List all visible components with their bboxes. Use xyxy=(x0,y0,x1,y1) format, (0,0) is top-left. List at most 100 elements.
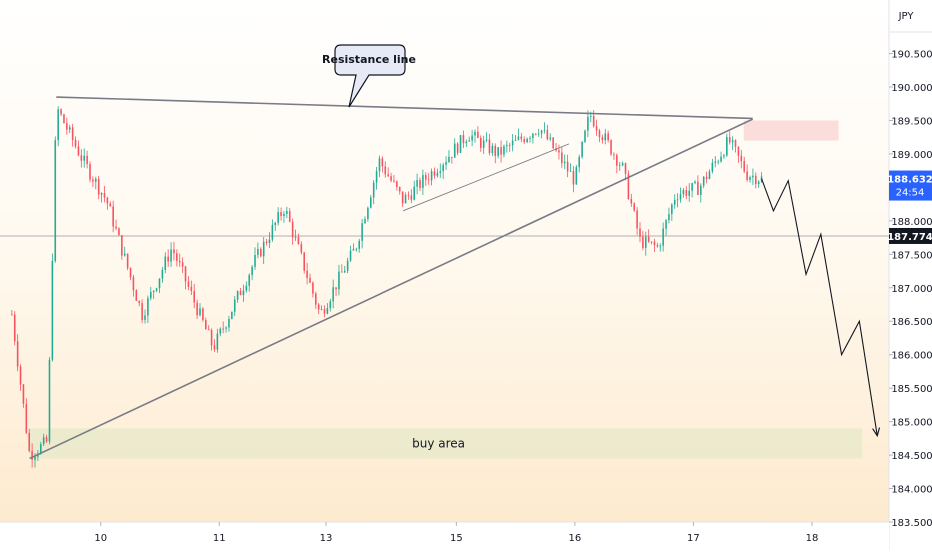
candle-body xyxy=(624,163,627,174)
candle-body xyxy=(312,282,314,294)
candle-body xyxy=(445,162,447,165)
candle-body xyxy=(685,190,688,196)
candle-body xyxy=(419,179,421,188)
resistance-callout[interactable]: Resistance line xyxy=(322,44,416,108)
candle-body xyxy=(309,277,311,283)
candle-body xyxy=(63,114,65,124)
candle-body xyxy=(644,236,647,248)
candle-body xyxy=(410,195,413,200)
candle-body xyxy=(589,115,592,117)
candle-body xyxy=(297,237,300,245)
candle-body xyxy=(740,155,743,162)
candle-body xyxy=(705,176,708,180)
candle-body xyxy=(74,139,77,147)
candles-group[interactable] xyxy=(11,106,763,468)
last-price-value: 188.632 xyxy=(887,175,932,186)
time-tick-label: 13 xyxy=(320,533,333,544)
candle-body xyxy=(170,249,172,262)
candle-body xyxy=(358,240,361,249)
candle-body xyxy=(508,145,511,146)
candle-body xyxy=(650,241,653,243)
support-trendline[interactable] xyxy=(29,118,754,460)
candle-body xyxy=(216,333,219,350)
candle-body xyxy=(274,222,277,226)
candle-body xyxy=(262,241,265,257)
candle-body xyxy=(676,199,679,201)
projection-path[interactable] xyxy=(761,178,878,435)
candle-body xyxy=(671,204,673,215)
candle-body xyxy=(561,152,563,164)
candle-body xyxy=(283,213,285,217)
candle-body xyxy=(205,320,207,330)
candle-body xyxy=(106,197,109,204)
candle-body xyxy=(717,161,719,163)
candle-body xyxy=(341,271,343,273)
candle-body xyxy=(257,248,259,256)
candle-body xyxy=(361,223,363,241)
candle-body xyxy=(126,253,129,268)
candle-body xyxy=(398,186,401,192)
candle-body xyxy=(329,301,332,309)
time-axis[interactable]: 10 11 13 15 16 17 18 xyxy=(94,522,818,544)
price-tick-label: 190.500 xyxy=(891,50,932,61)
candle-body xyxy=(595,126,598,131)
price-tick-label: 187.000 xyxy=(891,284,932,295)
candle-body xyxy=(314,293,317,305)
candle-body xyxy=(135,290,138,301)
candle-body xyxy=(173,249,175,254)
candle-body xyxy=(604,133,607,141)
candle-body xyxy=(178,260,181,263)
candle-body xyxy=(616,155,618,166)
candle-body xyxy=(714,161,717,163)
price-tick-label: 189.500 xyxy=(891,116,932,127)
candle-body xyxy=(28,432,31,451)
candle-body xyxy=(71,127,74,140)
candle-body xyxy=(115,226,117,229)
candle-body xyxy=(439,171,442,173)
candle-body xyxy=(393,180,395,182)
candle-body xyxy=(381,158,384,167)
candle-body xyxy=(265,241,268,244)
candle-body xyxy=(598,130,601,138)
candle-body xyxy=(193,290,196,303)
time-tick-label: 17 xyxy=(687,533,700,544)
candle-body xyxy=(581,141,583,157)
resistance-trendline[interactable] xyxy=(56,96,753,120)
candle-body xyxy=(92,179,94,182)
price-tick-label: 190.000 xyxy=(891,83,932,94)
candle-body xyxy=(752,175,754,178)
candle-body xyxy=(723,155,725,157)
candle-body xyxy=(546,129,549,140)
candle-body xyxy=(523,139,526,143)
callout-bubble xyxy=(334,44,406,108)
inner-channel-line[interactable] xyxy=(402,143,570,212)
candle-body xyxy=(563,161,566,164)
price-tick-label: 184.500 xyxy=(891,451,932,462)
candle-body xyxy=(86,155,88,164)
candle-body xyxy=(387,174,389,177)
candle-body xyxy=(277,212,279,223)
candle-body xyxy=(369,197,372,208)
candle-body xyxy=(708,171,711,180)
candle-body xyxy=(294,237,297,238)
candle-body xyxy=(543,129,546,131)
candle-body xyxy=(291,221,294,238)
time-axis-background xyxy=(0,522,889,550)
candle-body xyxy=(627,173,630,200)
candle-body xyxy=(633,203,636,211)
price-tick-label: 189.000 xyxy=(891,150,932,161)
candle-body xyxy=(396,181,398,187)
candle-body xyxy=(338,271,340,290)
crosshair-price-badge: 187.774 xyxy=(887,227,932,244)
candle-body xyxy=(754,175,757,185)
price-axis[interactable]: 190.500190.000189.500189.000188.500188.0… xyxy=(889,50,932,529)
candle-body xyxy=(109,203,112,207)
candle-body xyxy=(665,220,667,229)
candle-body xyxy=(343,270,346,273)
candle-body xyxy=(378,158,381,172)
candle-body xyxy=(430,171,433,181)
candle-body xyxy=(219,328,222,334)
candle-body xyxy=(482,140,485,148)
